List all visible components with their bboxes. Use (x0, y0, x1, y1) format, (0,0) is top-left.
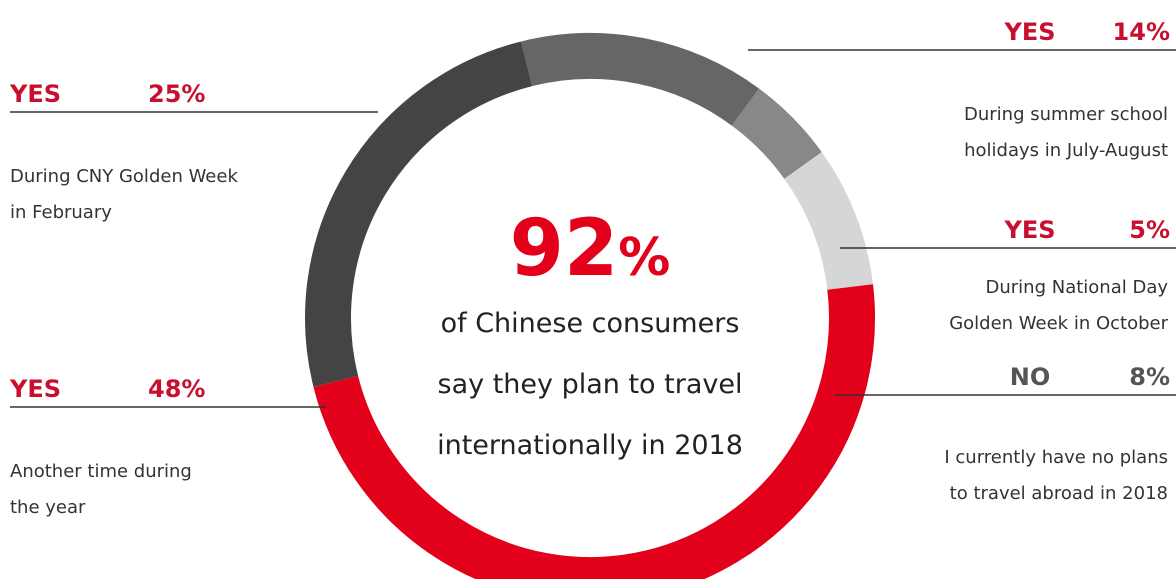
percent-label-4: 48% (148, 375, 205, 403)
percent-label-2: 5% (1129, 216, 1170, 244)
answer-label-4: YES (9, 375, 61, 403)
answer-label-3: NO (1010, 363, 1051, 391)
percent-label-1: 14% (1113, 18, 1170, 46)
headline-value: 92% (510, 204, 671, 294)
donut-slice-3 (784, 152, 873, 291)
slice-description-4-1: the year (10, 497, 86, 518)
headline-line-2: internationally in 2018 (437, 430, 743, 461)
answer-label-0: YES (9, 80, 61, 108)
percent-label-0: 25% (148, 80, 205, 108)
slice-description-2-0: During National Day (986, 277, 1169, 298)
donut-slice-2 (731, 88, 822, 180)
headline-line-1: say they plan to travel (438, 369, 743, 400)
slice-description-2-1: Golden Week in October (949, 313, 1168, 334)
donut-slice-1 (521, 33, 760, 126)
slice-description-1-0: During summer school (964, 104, 1168, 125)
slice-description-1-1: holidays in July-August (964, 140, 1168, 161)
percent-label-3: 8% (1129, 363, 1170, 391)
donut-slice-0 (305, 41, 533, 387)
slice-description-3-0: I currently have no plans (944, 447, 1168, 468)
answer-label-2: YES (1003, 216, 1055, 244)
slice-description-4-0: Another time during (10, 461, 192, 482)
headline-line-0: of Chinese consumers (441, 308, 740, 339)
answer-label-1: YES (1003, 18, 1055, 46)
slice-description-0-0: During CNY Golden Week (10, 166, 238, 187)
donut-slice-4 (313, 284, 875, 579)
slice-description-0-1: in February (10, 202, 112, 223)
slice-description-3-1: to travel abroad in 2018 (950, 483, 1168, 504)
